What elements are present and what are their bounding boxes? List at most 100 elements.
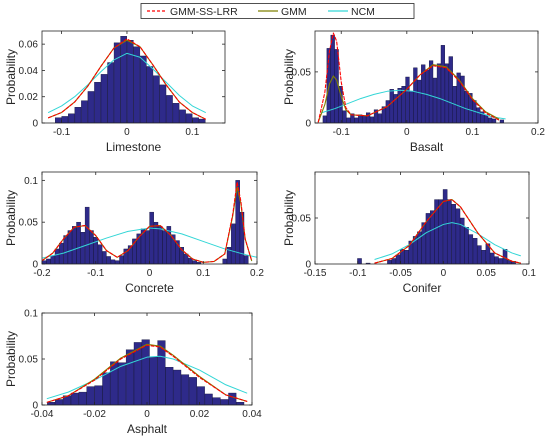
histogram-bar [172,103,180,123]
x-tick-label: -0.04 [31,409,54,420]
histogram-bar [68,113,75,123]
histogram-bar [94,385,103,405]
histogram-bar [102,372,111,405]
histogram-bar [102,251,107,264]
histogram-bar [165,367,174,405]
histogram-bar [204,393,213,405]
basalt-ncm-curve [321,89,506,120]
legend-label-ncm: NCM [351,6,375,18]
concrete-gmm-ss-lrr-curve [42,181,253,263]
x-tick-label: 0.1 [196,268,210,279]
panel-basalt: -0.1 0 0.1 0.2 0 0.05 Basalt Probability [282,30,545,154]
histogram-bar [405,76,410,123]
basalt-axes-box [314,30,539,124]
histogram-bar [451,203,456,264]
histogram-bar [464,91,469,123]
histogram-bar [78,391,87,405]
histogram-bar [93,237,98,264]
y-tick-label: 0 [32,260,38,271]
x-tick-label: 0 [404,127,410,138]
asphalt-bars [47,339,245,405]
x-tick-label: 0.05 [476,268,496,279]
histogram-bar [166,95,173,123]
conifer-y-axis-label: Probability [282,190,296,246]
histogram-bar [153,75,160,123]
histogram-bar [76,221,81,264]
histogram-bar [389,89,394,123]
panel-concrete: -0.2 -0.1 0 0.1 0.2 0 0.05 0.1 Concrete Probabili… [4,171,264,295]
histogram-bar [94,82,101,123]
histogram-bar [447,199,452,264]
histogram-bar [212,397,221,405]
asphalt-ncm-curve [46,355,248,400]
x-tick-label: 0 [147,268,153,279]
histogram-bar [157,340,166,405]
y-tick-label: 0.05 [292,214,312,225]
histogram-bar [97,244,103,264]
histogram-bar [444,63,449,123]
y-tick-label: 0 [32,401,38,412]
histogram-bar [115,260,120,264]
histogram-bar [220,399,229,405]
histogram-bar [436,63,442,123]
histogram-bar [133,46,141,123]
histogram-bar [338,85,343,123]
y-tick-label: 0.02 [19,92,39,103]
basalt-gmm-ss-lrr-curve [317,32,500,123]
x-tick-label: -0.1 [333,127,351,138]
conifer-ncm-curve [374,222,521,260]
histogram-bar [236,402,245,405]
panel-asphalt: -0.04 -0.02 0 0.02 0.04 0 0.05 0.1 Asphalt Probab… [4,309,262,437]
histogram-bar [455,208,461,264]
histogram-bar [377,113,383,123]
concrete-x-axis-label: Concrete [125,281,174,295]
histogram-bar [61,116,69,123]
histogram-bar [430,210,435,264]
histogram-bar [192,260,197,264]
histogram-bar [387,260,392,264]
histogram-bar [499,119,505,123]
conifer-x-axis-label: Conifer [403,281,442,295]
histogram-bar [126,40,134,123]
histogram-bar [55,117,62,123]
histogram-bar [118,362,127,405]
histogram-bar [362,115,367,123]
histogram-bar [50,255,55,264]
histogram-bar [484,114,489,123]
x-tick-label: -0.1 [87,268,105,279]
histogram-bar [428,60,434,123]
histogram-bar [489,252,495,264]
basalt-x-axis-label: Basalt [410,140,444,154]
histogram-bar [440,45,445,123]
histogram-bar [55,399,64,405]
histogram-bar [119,255,124,264]
x-tick-label: -0.05 [389,268,412,279]
y-tick-label: 0 [305,119,311,130]
histogram-bar [468,234,474,264]
histogram-bar [222,258,227,264]
histogram-bar [145,230,150,264]
histogram-bar [409,91,414,123]
histogram-bar [391,258,397,264]
histogram-bar [107,62,114,123]
histogram-bar [425,69,430,123]
histogram-bar [413,67,418,123]
x-tick-label: -0.1 [349,268,367,279]
histogram-bar [181,374,190,405]
limestone-y-axis-label: Probability [4,49,18,105]
histogram-bar [159,84,167,123]
histogram-bar [67,230,73,264]
y-tick-label: 0.1 [24,176,38,187]
histogram-bar [81,100,88,123]
histogram-bar [192,117,199,123]
histogram-bar [404,249,409,264]
limestone-ncm-curve [48,52,206,113]
basalt-y-axis-label: Probability [282,49,296,105]
histogram-bar [188,377,197,405]
histogram-bar [491,118,497,123]
histogram-bar [438,199,444,264]
histogram-bar [110,259,116,264]
histogram-bar [84,206,90,264]
y-tick-label: 0.1 [24,309,38,320]
histogram-bar [477,245,482,264]
